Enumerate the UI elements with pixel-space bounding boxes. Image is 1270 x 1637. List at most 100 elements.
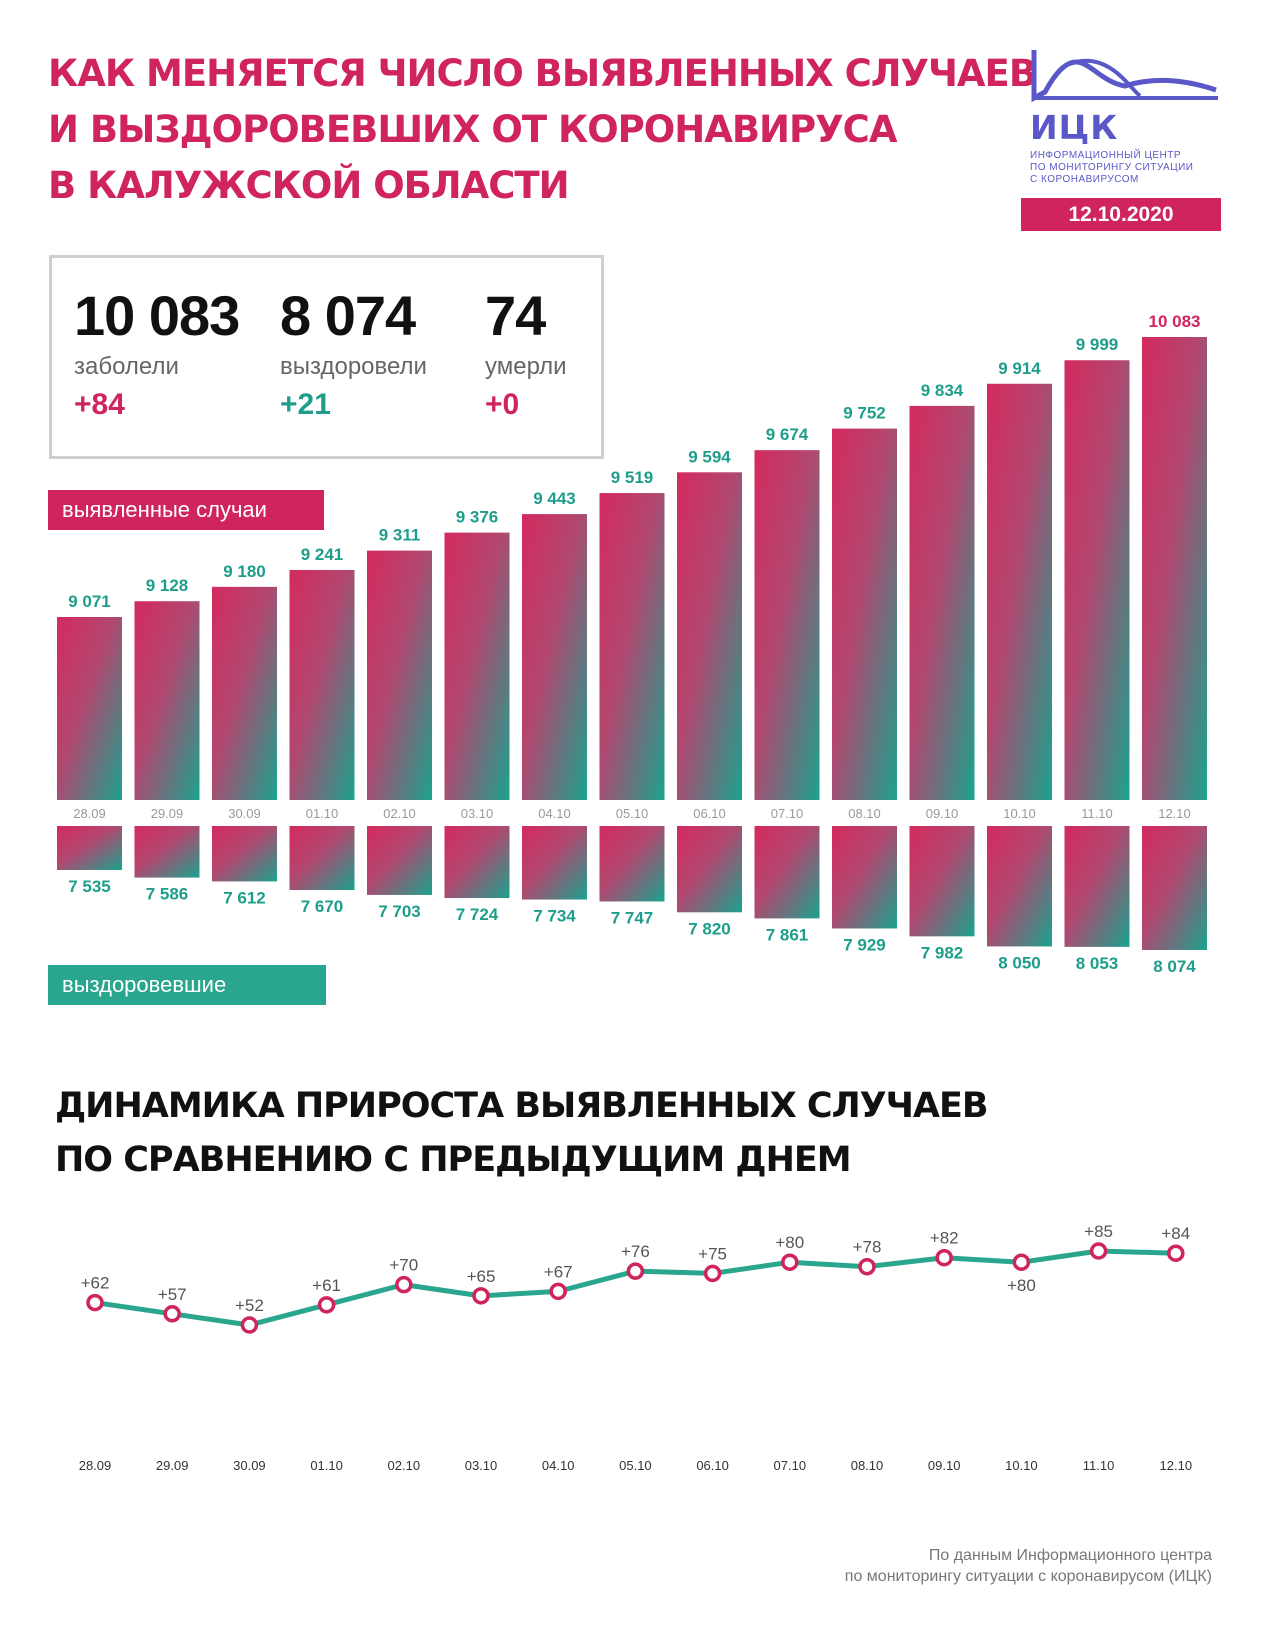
date-tick-label: 07.10 (774, 1458, 807, 1473)
recovered-value-label: 7 535 (68, 877, 111, 896)
date-tick-label: 03.10 (465, 1458, 498, 1473)
logo-subtitle-line: по мониторингу ситуации (1030, 162, 1194, 173)
stat-value: 74 (485, 284, 546, 347)
growth-value-label: +80 (1007, 1276, 1036, 1295)
recovered-bar (367, 826, 432, 895)
growth-value-label: +57 (158, 1285, 187, 1304)
date-badge: 12.10.2020 (1021, 198, 1221, 231)
recovered-bar (987, 826, 1052, 947)
cases-bar (289, 569, 355, 800)
subtitle-line: Динамика прироста выявленных случаев (55, 1086, 989, 1126)
recovered-value-label: 7 586 (146, 885, 189, 904)
line-chart-title: Динамика прироста выявленных случаев по … (55, 1079, 989, 1187)
date-tick-label: 30.09 (228, 806, 261, 821)
date-tick-label: 02.10 (388, 1458, 421, 1473)
date-tick-label: 06.10 (693, 806, 726, 821)
growth-point (858, 1257, 876, 1276)
recovered-bar (909, 826, 975, 937)
cases-bar (367, 550, 432, 800)
title-line: в Калужской области (48, 164, 570, 207)
cases-bar (754, 450, 820, 800)
cases-value-label: 9 241 (301, 545, 344, 564)
growth-value-label: +70 (389, 1256, 418, 1275)
cases-value-label: 9 443 (533, 489, 576, 508)
cases-value-label: 9 752 (843, 404, 886, 423)
cases-bar (1142, 337, 1207, 800)
growth-value-label: +76 (621, 1242, 650, 1261)
growth-value-label: +78 (853, 1238, 882, 1257)
date-tick-label: 08.10 (848, 806, 881, 821)
recovered-bar (444, 826, 510, 899)
recovered-bar (289, 826, 355, 891)
stats-box: 10 083 заболели +84 8 074 выздоровели +2… (49, 255, 604, 459)
logo-name: ИЦК (1030, 108, 1119, 147)
growth-point (549, 1282, 567, 1301)
recovered-value-label: 7 703 (378, 902, 421, 921)
stat-recovered: 8 074 выздоровели +21 (280, 286, 427, 422)
recovered-bar (212, 826, 277, 882)
recovered-bar (677, 826, 742, 913)
cases-value-label: 9 376 (456, 508, 499, 527)
source-line: По данным Информационного центра (928, 1547, 1212, 1564)
recovered-value-label: 7 747 (611, 908, 654, 927)
recovered-bar (1064, 826, 1130, 947)
logo-subtitle-line: Информационный центр (1030, 150, 1182, 161)
date-tick-label: 05.10 (619, 1458, 652, 1473)
cases-bar (832, 428, 897, 800)
growth-value-label: +52 (235, 1296, 264, 1315)
date-tick-label: 28.09 (79, 1458, 112, 1473)
source-line: по мониторингу ситуации с коронавирусом … (844, 1568, 1212, 1585)
recovered-bar (754, 826, 820, 919)
recovered-value-label: 7 820 (688, 919, 731, 938)
logo-subtitle-line: с коронавирусом (1030, 174, 1139, 185)
growth-point (240, 1316, 259, 1334)
recovered-value-label: 7 612 (223, 888, 266, 907)
stat-label: заболели (74, 353, 179, 380)
growth-point (1089, 1242, 1108, 1260)
cases-value-label: 9 914 (998, 359, 1041, 378)
growth-value-label: +67 (544, 1262, 573, 1281)
date-tick-label: 07.10 (771, 806, 804, 821)
growth-value-label: +65 (467, 1267, 496, 1286)
growth-value-label: +61 (312, 1276, 341, 1295)
stat-died: 74 умерли +0 (485, 286, 567, 422)
recovered-value-label: 7 982 (921, 943, 964, 962)
cases-bar (57, 617, 122, 800)
recovered-tag: выздоровевшие (48, 965, 326, 1005)
recovered-bar (134, 826, 200, 878)
growth-value-label: +82 (930, 1229, 959, 1248)
date-tick-label: 12.10 (1158, 806, 1191, 821)
growth-point (395, 1275, 413, 1294)
date-tick-label: 30.09 (233, 1458, 266, 1473)
recovered-value-label: 8 050 (998, 953, 1041, 972)
bar-chart: 9 071 28.09 7 535 9 128 29.09 7 586 9 180 30.09… (57, 312, 1207, 976)
growth-value-label: +62 (81, 1274, 110, 1293)
stat-infected: 10 083 заболели +84 (74, 284, 240, 422)
cases-value-label: 9 999 (1076, 335, 1119, 354)
cases-bar (677, 472, 742, 800)
recovered-value-label: 7 734 (533, 907, 576, 926)
recovered-value-label: 7 724 (456, 905, 499, 924)
source-note: По данным Информационного центра по мони… (845, 1545, 1212, 1587)
cases-bar (522, 514, 587, 800)
recovered-bar (832, 826, 897, 929)
cases-value-label: 9 311 (379, 526, 421, 545)
cases-bar (212, 586, 277, 800)
stat-delta: +21 (280, 388, 331, 421)
date-tick-label: 09.10 (928, 1458, 961, 1473)
growth-point (1167, 1244, 1185, 1262)
logo-wave-icon (1031, 50, 1218, 103)
growth-point (472, 1287, 490, 1305)
growth-point (163, 1305, 181, 1323)
cases-bar (987, 383, 1052, 800)
stat-value: 10 083 (74, 284, 240, 347)
date-tick-label: 11.10 (1083, 1458, 1115, 1473)
date-tick-label: 10.10 (1003, 806, 1036, 821)
cases-value-label: 9 594 (688, 447, 731, 466)
growth-value-label: +84 (1161, 1224, 1190, 1243)
growth-point (781, 1253, 799, 1271)
logo-subtitle: Информационный центр по мониторингу ситу… (1030, 150, 1193, 186)
cases-bar (444, 532, 510, 800)
cases-value-label: 9 180 (223, 562, 266, 581)
stat-label: выздоровели (280, 353, 427, 380)
